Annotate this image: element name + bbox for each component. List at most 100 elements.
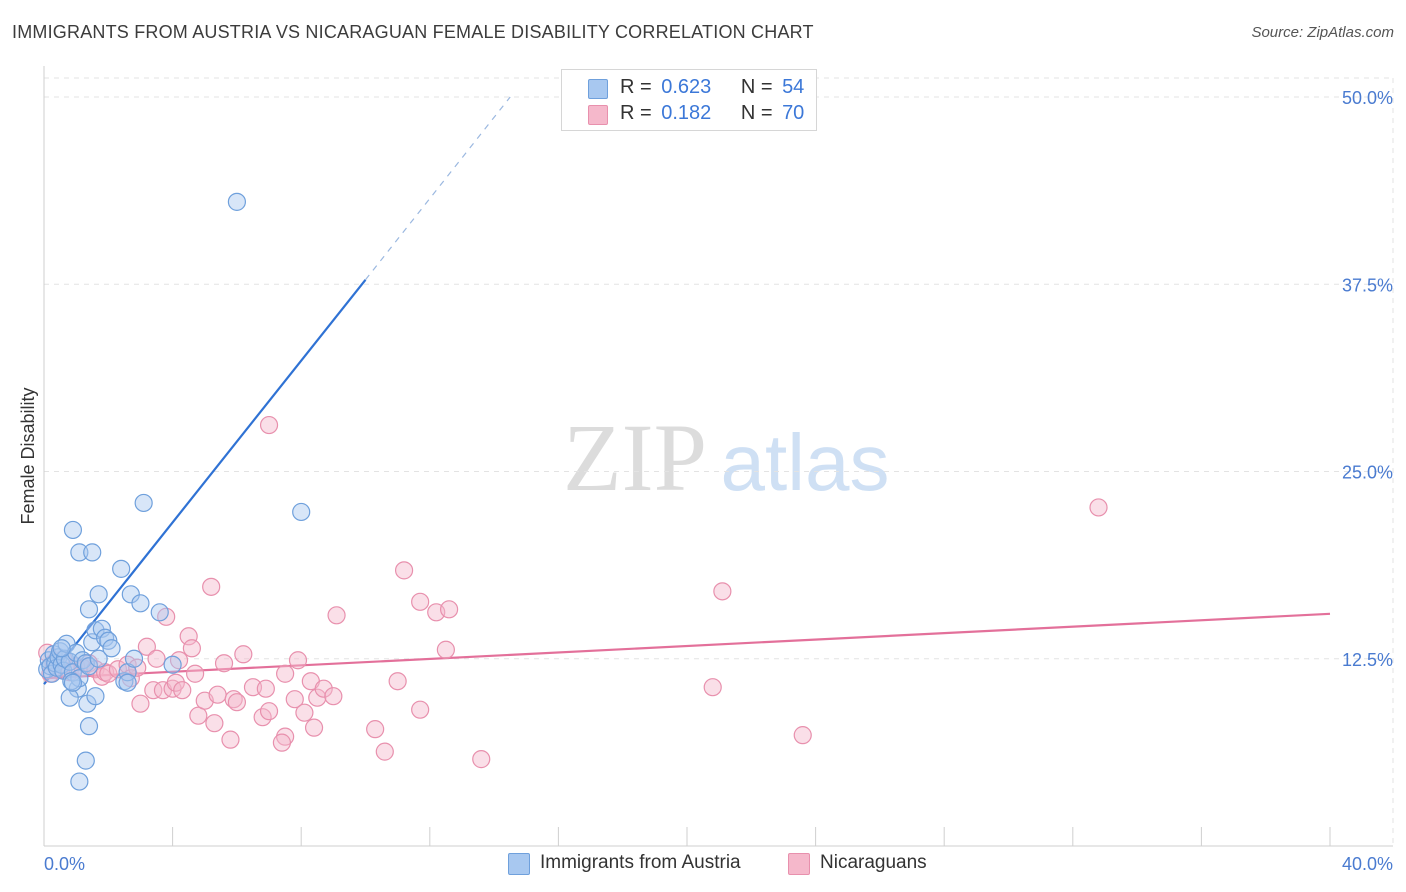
data-point [79,657,99,676]
data-point [324,687,343,706]
data-point [131,694,150,713]
data-point [292,502,311,522]
austria-trend-extension [365,96,511,281]
data-point [394,561,414,580]
legend-n-label: N = [740,76,773,98]
data-point [314,679,333,698]
data-point [83,543,102,562]
data-point [224,690,243,709]
data-point [208,685,227,704]
data-point [202,577,221,596]
data-point [95,628,115,647]
data-point [166,673,185,692]
data-point [112,559,131,578]
data-point [703,678,722,697]
data-point [205,714,224,733]
data-point [63,520,83,540]
data-point [118,673,137,692]
data-point [163,655,182,674]
data-point [79,717,99,736]
data-point [304,718,324,737]
austria-points [38,192,311,791]
data-point [86,621,105,640]
data-point [89,649,108,668]
data-point [221,730,240,749]
watermark-zip: ZIP [563,404,707,511]
legend-r-label: R = [620,76,652,98]
stats-legend: R = 0.623 N = 54 R = 0.182 N = 70 [561,69,817,131]
data-point [1089,498,1108,517]
data-point [793,726,812,745]
data-point [150,603,169,622]
y-axis-label: Female Disability [18,387,38,524]
data-point [295,703,314,722]
data-point [227,192,246,211]
axes [43,66,1393,847]
data-point [375,742,394,761]
legend-swatch-pink [588,105,608,125]
legend-swatch-blue [588,79,608,99]
data-point [472,750,491,769]
data-point [189,706,208,725]
data-point [99,664,118,683]
data-point [234,645,253,664]
data-point [186,664,205,683]
data-point [55,649,74,668]
data-point [173,681,192,700]
data-point [52,639,71,658]
data-point [288,651,308,670]
data-point [256,679,275,698]
y-tick-label: 25.0% [1342,463,1393,483]
austria-trend-line [43,279,367,685]
data-point [259,415,279,435]
data-point [411,592,430,611]
data-point [137,637,156,656]
y-tick-labels: 12.5% 25.0% 37.5% 50.0% [1342,88,1393,670]
data-point [89,585,108,604]
data-point [436,640,455,659]
data-point [131,594,150,613]
data-point [102,639,121,658]
y-tick-label: 12.5% [1342,650,1393,670]
data-point [411,700,430,719]
nicaraguans-trend-line [43,612,1331,680]
data-point [147,649,166,668]
x-tick-label-max: 40.0% [1342,854,1393,874]
data-point [439,600,459,619]
source-credit: Source: ZipAtlas.com [1251,24,1394,41]
data-point [388,672,407,691]
data-point [179,627,198,646]
legend-r-label: R = [620,102,652,124]
data-point [272,733,292,752]
watermark-atlas: atlas [721,418,890,507]
data-point [134,493,153,513]
legend-n-value: 54 [782,76,805,98]
x-tick-label-min: 0.0% [44,854,85,874]
data-point [144,681,163,700]
legend-r-value: 0.623 [661,76,712,98]
bottom-legend-label-nicaraguans: Nicaraguans [820,852,927,873]
data-point [63,673,83,692]
data-point [182,639,201,658]
data-point [214,654,234,673]
grid [44,77,1394,846]
bottom-legend-swatch-blue [508,853,530,875]
bottom-legend-label-austria: Immigrants from Austria [540,852,741,873]
trend-lines [43,96,1331,685]
data-point [366,720,385,739]
data-point [276,664,295,683]
legend-r-value: 0.182 [661,102,712,124]
data-point [76,751,95,770]
data-point [60,688,79,707]
data-point [227,693,246,712]
data-point [70,772,89,791]
y-tick-label: 50.0% [1342,88,1393,108]
data-point [308,688,327,707]
bottom-legend-swatch-pink [788,853,810,875]
data-point [713,582,732,601]
legend-n-label: N = [740,102,773,124]
data-point [124,649,144,668]
legend-n-value: 70 [782,102,805,124]
data-point [79,600,99,619]
